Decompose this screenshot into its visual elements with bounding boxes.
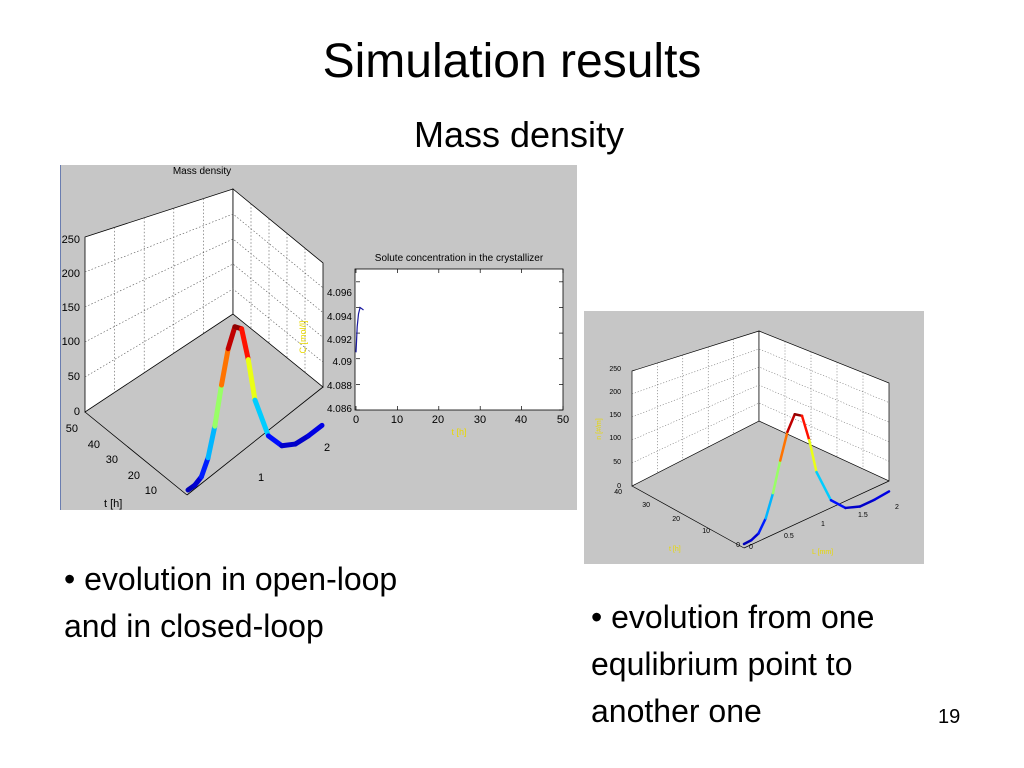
mass-density-plot: Mass density 0 50 100 150 200 250 10 20 … [60, 165, 569, 510]
surface-segment [786, 413, 796, 433]
c-tick-label: 4.086 [327, 404, 352, 415]
bullet-line: another one [591, 693, 762, 729]
mass-density-surface [185, 324, 325, 493]
z-tick-label: 0 [617, 483, 621, 490]
t-tick-label: 20 [432, 414, 444, 426]
surface-segment [219, 346, 231, 388]
surface-segment [252, 397, 271, 439]
L-tick-label: 1 [258, 472, 264, 484]
L-axis-label: L [mm] [812, 549, 833, 556]
t-tick-label: 50 [66, 423, 78, 435]
c-tick-label: 4.096 [327, 288, 352, 299]
back-wall-left [84, 188, 234, 413]
L-tick-label: 2 [895, 504, 899, 511]
z-tick-label: 50 [68, 371, 80, 383]
surface-segment [198, 455, 211, 480]
concentration-chart-title: Solute concentration in the crystallizer [375, 253, 544, 264]
surface-segment [225, 324, 238, 352]
t-tick-label: 10 [145, 485, 157, 497]
n-axis-label: n [#/m] [596, 418, 603, 439]
t-tick-label: 30 [474, 414, 486, 426]
surface-segment [750, 532, 760, 542]
bullet-line: and in closed-loop [64, 608, 324, 644]
z-tick-label: 50 [613, 459, 621, 466]
t-tick-label: 0 [353, 414, 359, 426]
t-tick-label: 20 [128, 470, 140, 482]
surface-segment [829, 499, 847, 510]
t-tick-label: 50 [557, 414, 569, 426]
bullet-open-closed-loop: • evolution in open-loop and in closed-l… [64, 556, 534, 650]
t-tick-label: 30 [642, 502, 650, 509]
surface-segment [292, 433, 312, 447]
z-tick-label: 150 [609, 412, 621, 419]
z-tick-label: 100 [609, 435, 621, 442]
L-tick-label: 1 [821, 521, 825, 528]
slide-subtitle: Mass density [413, 114, 625, 155]
z-tick-label: 200 [62, 268, 80, 280]
grid-line [631, 384, 890, 443]
surface-segment [771, 459, 782, 495]
t-axis-label: t [h] [104, 498, 122, 510]
page-number: 19 [938, 706, 961, 728]
L-tick-label: 0.5 [784, 533, 794, 540]
c-tick-label: 4.092 [327, 335, 352, 346]
L-tick-label: 2 [324, 442, 330, 454]
t-tick-label: 40 [515, 414, 527, 426]
surface-segment [757, 517, 767, 535]
bullet-equilibrium: • evolution from one equlibrium point to… [591, 594, 971, 735]
grid-line [631, 366, 890, 423]
grid-line [84, 213, 324, 289]
t-tick-label: 20 [672, 516, 680, 523]
surface-segment [742, 538, 753, 546]
surface-segment [873, 490, 891, 501]
t-tick-label: 0 [736, 542, 740, 549]
L-tick-label: 0 [749, 544, 753, 551]
t-tick-label: 40 [614, 489, 622, 496]
surface-segment [779, 430, 789, 462]
bullet-line: equlibrium point to [591, 646, 853, 682]
t-tick-label: 10 [702, 528, 710, 535]
surface-segment [306, 422, 325, 439]
bullet-line: • evolution in open-loop [64, 561, 398, 597]
surface-segment [265, 433, 285, 449]
concentration-plot-area [354, 268, 564, 411]
z-tick-label: 0 [74, 406, 80, 418]
surface-segment [764, 491, 775, 520]
equilibrium-surface [742, 413, 891, 546]
slide-title: Simulation results [322, 35, 702, 88]
surface-segment [212, 382, 224, 429]
c-tick-label: 4.094 [327, 312, 352, 323]
grid-line [84, 288, 324, 378]
surface-segment [239, 326, 251, 363]
grid-line [631, 348, 890, 403]
mass-density-figure: Mass density 0 50 100 150 200 250 10 20 … [60, 165, 577, 510]
t-axis-label: t [h] [669, 546, 681, 553]
t-tick-label: 10 [391, 414, 403, 426]
bullet-line: • evolution from one [591, 599, 875, 635]
equilibrium-plot: 0 50 100 150 200 250 n [#/m] 0 10 20 30 … [596, 330, 899, 556]
surface-segment [815, 470, 833, 502]
c-tick-label: 4.09 [333, 357, 353, 368]
concentration-x-label: t [h] [451, 427, 466, 437]
concentration-y-label: C [mol/l] [298, 320, 308, 353]
L-tick-label: 1.5 [858, 512, 868, 519]
concentration-line [355, 306, 364, 353]
surface-segment [800, 414, 811, 442]
mass-density-chart-title: Mass density [173, 166, 231, 177]
c-tick-label: 4.088 [327, 381, 352, 392]
z-tick-label: 150 [62, 302, 80, 314]
surface-segment [205, 423, 218, 461]
z-tick-label: 250 [609, 366, 621, 373]
surface-segment [858, 498, 876, 508]
t-tick-label: 40 [88, 439, 100, 451]
t-tick-label: 30 [106, 454, 118, 466]
surface-segment [844, 505, 862, 510]
surface-segment [245, 357, 258, 403]
surface-segment [808, 438, 818, 474]
equilibrium-figure: 0 50 100 150 200 250 n [#/m] 0 10 20 30 … [584, 311, 924, 564]
z-tick-label: 200 [609, 389, 621, 396]
z-tick-label: 100 [62, 336, 80, 348]
z-tick-label: 250 [62, 234, 80, 246]
